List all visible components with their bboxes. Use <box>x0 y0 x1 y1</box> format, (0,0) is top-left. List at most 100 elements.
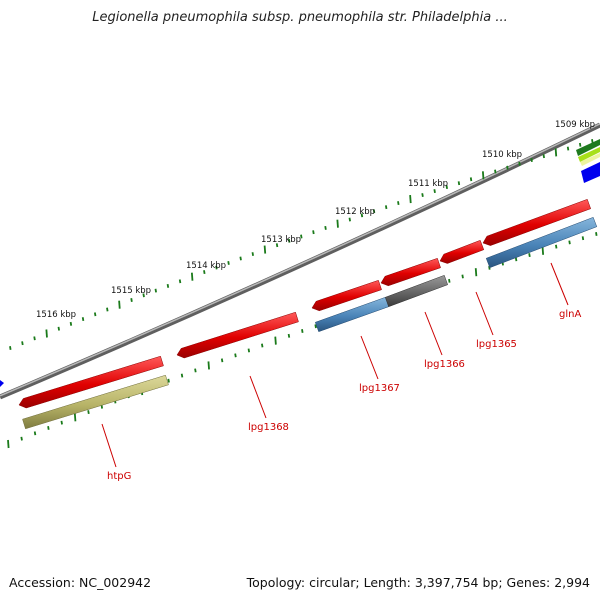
outer-minor-tick <box>130 298 133 302</box>
inner-minor-tick <box>461 274 464 279</box>
gene-label-lpg1367[interactable]: lpg1367 <box>359 383 400 394</box>
kbp-label-1514: 1514 kbp <box>186 261 226 271</box>
inner-minor-tick <box>220 358 224 363</box>
outer-minor-tick <box>360 213 364 218</box>
inner-minor-tick <box>568 240 571 245</box>
outer-minor-tick <box>9 346 12 350</box>
outer-minor-tick <box>591 139 594 143</box>
cds-arrow-lpg1365[interactable] <box>439 239 485 264</box>
feature-lime[interactable] <box>578 147 600 162</box>
gene-label-htpG[interactable]: htpG <box>107 471 131 482</box>
inner-minor-tick <box>60 420 63 425</box>
inner-minor-tick <box>581 236 585 241</box>
outer-minor-tick <box>542 154 545 159</box>
outer-minor-tick <box>166 283 170 288</box>
outer-minor-tick <box>21 341 24 346</box>
outer-major-tick <box>263 245 267 254</box>
inner-minor-tick <box>261 343 264 348</box>
feature-bar-glnA[interactable] <box>485 216 598 269</box>
gene-label-lpg1368[interactable]: lpg1368 <box>248 422 289 433</box>
leader-lpg1367 <box>360 335 379 380</box>
inner-minor-tick <box>514 257 518 262</box>
outer-minor-tick <box>287 238 291 243</box>
inner-minor-tick <box>595 232 598 236</box>
gene-label-glnA[interactable]: glnA <box>559 309 581 320</box>
outer-minor-tick <box>312 230 315 235</box>
gene-label-leaders <box>101 262 569 468</box>
outer-minor-tick <box>93 312 97 317</box>
kbp-label-1510: 1510 kbp <box>482 150 522 160</box>
outer-minor-tick <box>178 279 182 284</box>
kbp-label-1515: 1515 kbp <box>111 286 151 296</box>
outer-minor-tick <box>251 252 254 256</box>
cds-arrow-lpg1367[interactable] <box>311 279 382 312</box>
outer-minor-tick <box>384 205 388 210</box>
inner-major-tick <box>541 246 545 255</box>
outer-major-tick <box>190 272 194 281</box>
outer-minor-tick <box>324 225 327 230</box>
inner-minor-tick <box>180 373 184 378</box>
gene-labels: htpG lpg1368 lpg1367 lpg1366 lpg1365 gln… <box>107 309 581 482</box>
outer-major-tick <box>554 148 558 157</box>
feature-dark-green[interactable] <box>576 139 600 156</box>
inner-minor-tick <box>87 410 90 414</box>
feature-blue[interactable] <box>581 162 600 183</box>
outer-minor-tick <box>348 217 351 222</box>
outer-minor-tick <box>494 169 497 174</box>
outer-minor-tick <box>518 161 521 166</box>
outer-major-tick <box>118 300 121 309</box>
gene-label-lpg1366[interactable]: lpg1366 <box>424 359 465 370</box>
kbp-label-1509: 1509 kbp <box>555 120 595 130</box>
cds-arrow-glnA[interactable] <box>482 198 592 246</box>
inner-minor-tick <box>234 353 237 358</box>
outer-minor-tick <box>578 142 582 147</box>
inner-major-tick <box>73 413 77 422</box>
outer-minor-tick <box>445 185 448 190</box>
inner-minor-tick <box>555 244 558 249</box>
map-title: Legionella pneumophila subsp. pneumophil… <box>92 10 508 25</box>
outer-minor-tick <box>81 317 85 322</box>
kbp-label-1512: 1512 kbp <box>335 207 375 217</box>
outer-minor-tick <box>530 158 533 162</box>
leader-lpg1366 <box>424 311 443 356</box>
feature-pale-yellow[interactable] <box>580 153 600 166</box>
gene-label-lpg1365[interactable]: lpg1365 <box>476 339 517 350</box>
outer-minor-tick <box>300 234 303 239</box>
kbp-label-1511: 1511 kbp <box>408 179 448 189</box>
feature-bar-lpg1366[interactable] <box>384 274 449 308</box>
cds-arrow-lpg1368[interactable] <box>176 311 299 359</box>
outer-major-tick <box>336 219 339 228</box>
inner-minor-tick <box>528 253 531 258</box>
inner-minor-tick <box>194 368 197 373</box>
inner-major-tick <box>474 268 478 277</box>
inner-major-tick <box>207 361 210 370</box>
cds-arrow-lpg1366[interactable] <box>380 257 441 287</box>
inner-minor-tick <box>47 426 50 430</box>
inner-minor-tick <box>287 333 291 338</box>
inner-minor-tick <box>20 436 23 441</box>
outer-minor-tick <box>469 177 473 182</box>
backbone-left-blue-mark <box>0 380 4 387</box>
inner-minor-tick <box>301 329 304 333</box>
accession-text: Accession: NC_002942 <box>9 575 152 590</box>
outer-minor-tick <box>69 321 73 326</box>
genome-backbone <box>0 122 600 400</box>
outer-minor-tick <box>154 288 157 293</box>
outer-minor-tick <box>372 209 376 214</box>
outer-minor-tick <box>215 265 218 270</box>
kbp-labels: 1516 kbp 1515 kbp 1514 kbp 1513 kbp 1512… <box>36 120 595 320</box>
leader-htpG <box>101 423 117 468</box>
outer-minor-tick <box>506 165 509 170</box>
leader-lpg1365 <box>475 291 494 336</box>
feature-bar-htpG[interactable] <box>22 374 169 430</box>
inner-minor-tick <box>314 324 317 329</box>
cds-arrow-htpG[interactable] <box>18 355 164 409</box>
outer-minor-tick <box>57 326 60 331</box>
leader-glnA <box>550 262 569 306</box>
outer-minor-tick <box>275 243 279 248</box>
outer-minor-tick <box>457 181 461 186</box>
gene-features <box>18 198 598 430</box>
outer-major-tick <box>481 171 485 180</box>
outer-minor-tick <box>142 293 145 298</box>
